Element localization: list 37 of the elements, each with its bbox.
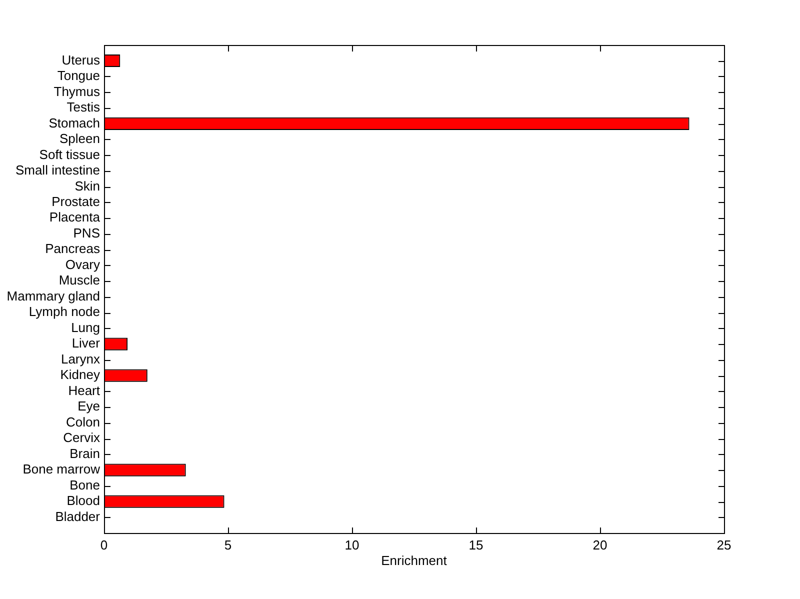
y-tick-label: Pancreas [45, 241, 100, 256]
x-tick-label: 10 [344, 537, 360, 552]
y-tick-label: Cervix [63, 430, 100, 446]
y-tick-label: Larynx [60, 351, 100, 366]
x-tick-label: 25 [716, 537, 732, 552]
y-tick-label: Brain [70, 446, 100, 461]
y-tick-label: Placenta [49, 210, 101, 225]
y-tick-label: Testis [66, 100, 100, 115]
y-tick-label: Bone marrow [22, 462, 101, 477]
y-tick-label: Uterus [62, 52, 100, 68]
y-tick-label: Kidney [60, 367, 100, 382]
y-tick-label: Lymph node [28, 304, 100, 320]
y-tick-label: Bone [70, 477, 100, 492]
x-tick-label: 0 [100, 537, 108, 552]
y-tick-label: Spleen [60, 131, 100, 146]
y-tick-label: Prostate [52, 194, 100, 209]
y-tick-label: Mammary gland [6, 288, 100, 304]
y-tick-label: Muscle [58, 272, 100, 288]
y-tick-label: Stomach [48, 115, 100, 130]
y-tick-label: Blood [66, 493, 100, 508]
y-tick-label: Soft tissue [39, 146, 100, 162]
y-tick-label: PNS [73, 225, 100, 240]
y-tick-label: Eye [78, 398, 100, 414]
x-tick-label: 15 [468, 537, 484, 552]
y-tick-label: Liver [72, 336, 101, 351]
y-tick-label: Lung [71, 320, 100, 335]
y-tick-label: Small intestine [15, 162, 100, 178]
y-tick-label: Thymus [54, 84, 100, 99]
y-tick-label: Bladder [55, 508, 101, 524]
x-tick-label: 20 [592, 537, 608, 552]
y-tick-label: Skin [74, 178, 100, 194]
y-tick-label: Colon [66, 414, 100, 430]
y-tick-label: Ovary [65, 256, 100, 272]
x-tick-label: 5 [224, 537, 232, 552]
y-tick-label: Heart [68, 382, 100, 398]
y-tick-label: Tongue [57, 68, 100, 84]
x-axis-title: Enrichment [381, 552, 448, 568]
